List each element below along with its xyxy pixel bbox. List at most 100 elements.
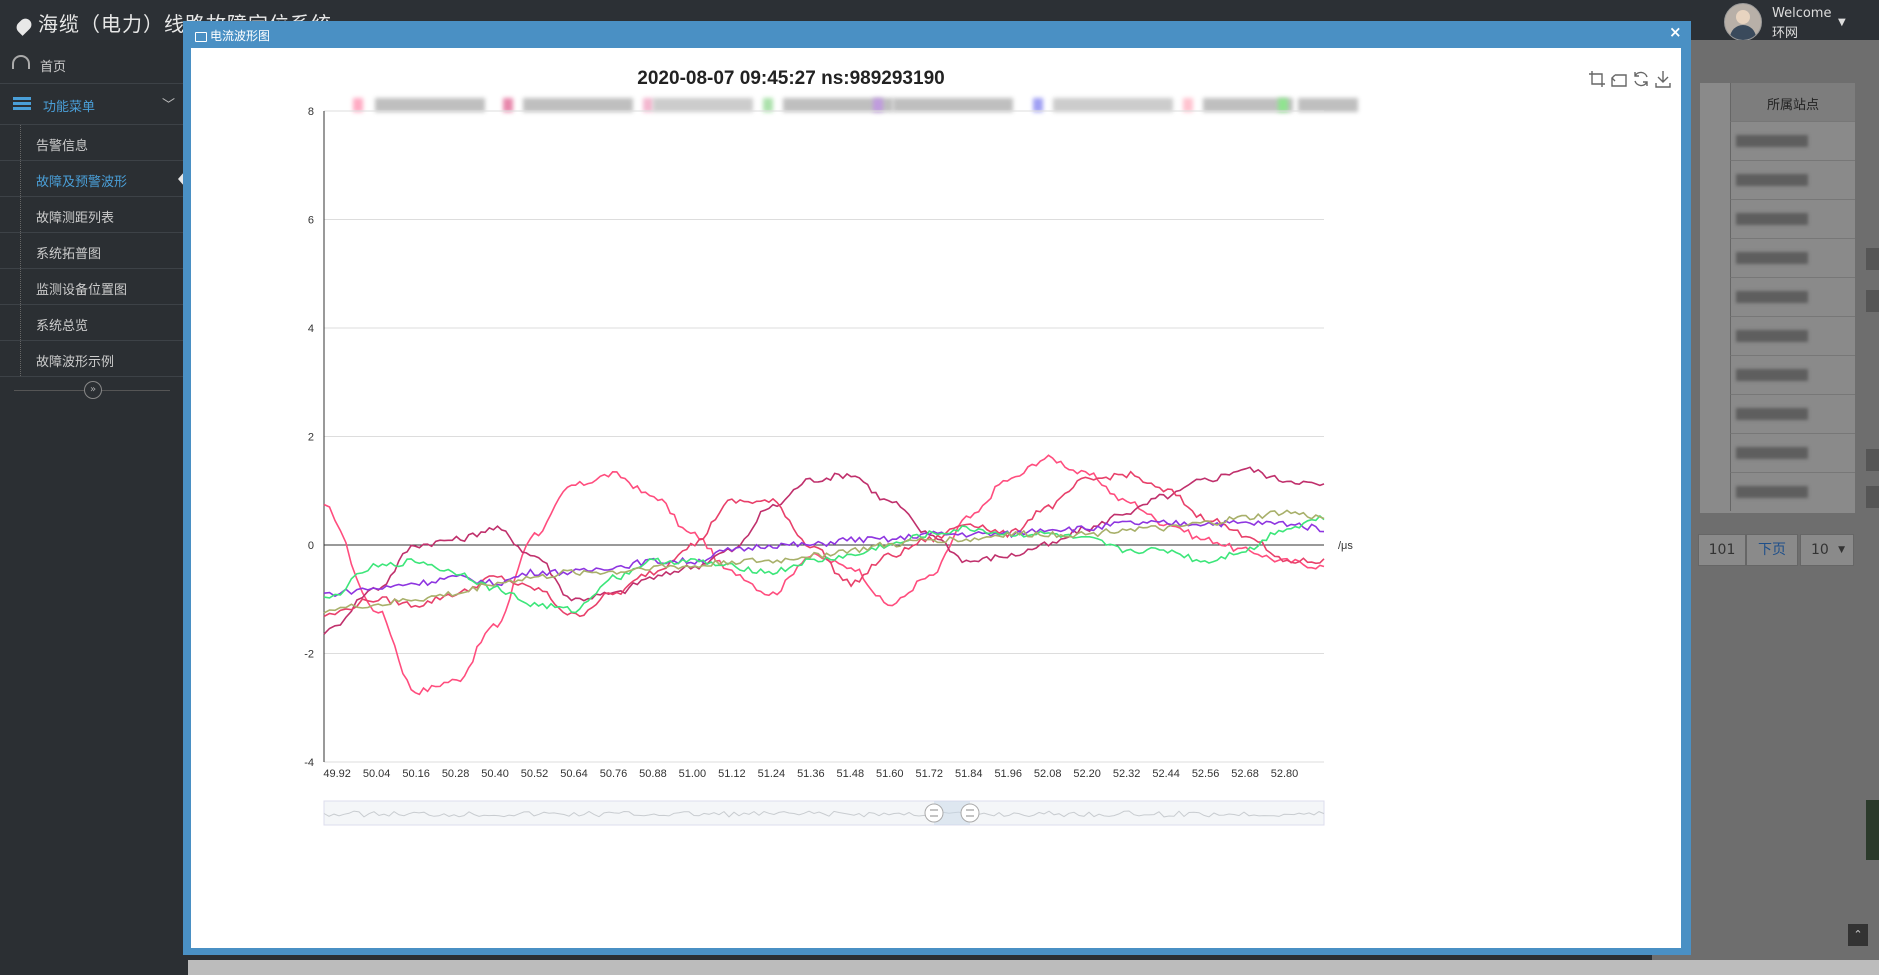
sidebar-item-label: 系统拓普图: [36, 247, 102, 262]
sidebar: 首页 功能菜单 ﹀ 告警信息 故障及预警波形 故障测距列表 系统拓普图 监测设备…: [0, 45, 185, 975]
waveform-chart[interactable]: -4 -2 0 2 4 6 8 49.92 50.04 50.16 50.28 50.40 50.52…: [191, 48, 1681, 948]
waveform-modal: 电流波形图 × 2020-08-07 09:45:27 ns:989293190…: [183, 21, 1691, 955]
pager-page[interactable]: 101: [1698, 534, 1746, 566]
data-zoom-handles[interactable]: [323, 801, 1325, 825]
sidebar-item-label: 故障及预警波形: [36, 175, 128, 190]
chart-legend[interactable]: [353, 94, 1533, 116]
x-tick-label: 52.20: [1073, 768, 1101, 780]
sidebar-item-fault-ranging[interactable]: 故障测距列表: [0, 197, 184, 233]
dashboard-icon: [12, 55, 30, 69]
x-tick-label: 50.52: [521, 768, 549, 780]
x-tick-label: 51.00: [679, 768, 707, 780]
y-tick-label: 8: [308, 106, 314, 118]
side-tab[interactable]: [1866, 290, 1879, 312]
x-tick-label: 50.16: [402, 768, 430, 780]
table-row: [1730, 199, 1855, 238]
sidebar-collapse: »: [14, 381, 170, 399]
sidebar-item-label: 系统总览: [36, 319, 89, 334]
table-row: [1730, 238, 1855, 277]
x-tick-label: 50.40: [481, 768, 509, 780]
side-tab[interactable]: [1866, 248, 1879, 270]
sidebar-item-topology[interactable]: 系统拓普图: [0, 233, 184, 269]
sidebar-item-label: 监测设备位置图: [36, 283, 128, 298]
data-zoom-slider[interactable]: [323, 800, 1325, 826]
x-tick-label: 51.96: [994, 768, 1022, 780]
y-tick-label: -2: [304, 649, 314, 661]
window-icon: [195, 31, 207, 42]
sidebar-item-label: 故障测距列表: [36, 211, 115, 226]
series-line[interactable]: [323, 470, 1325, 618]
series-line[interactable]: [323, 519, 1325, 598]
active-indicator-icon: [178, 171, 185, 187]
zoom-handle[interactable]: [924, 803, 944, 823]
x-tick-label: 50.76: [600, 768, 628, 780]
y-tick-label: -4: [304, 757, 314, 769]
refresh-icon[interactable]: [1632, 70, 1650, 88]
sidebar-item-label: 告警信息: [36, 139, 89, 154]
table-row: [1730, 160, 1855, 199]
download-icon[interactable]: [1654, 70, 1672, 88]
sidebar-item-device-map[interactable]: 监测设备位置图: [0, 269, 184, 305]
zoom-reset-icon[interactable]: [1610, 70, 1628, 88]
pager-next[interactable]: 下页: [1746, 534, 1798, 566]
x-tick-label: 52.08: [1034, 768, 1062, 780]
list-icon: [13, 97, 31, 111]
close-button[interactable]: ×: [1669, 23, 1682, 41]
scroll-top-button[interactable]: ⌃: [1848, 924, 1868, 946]
table-row: [1730, 355, 1855, 394]
table-row: [1730, 121, 1855, 160]
series-line[interactable]: [323, 466, 1325, 635]
table-row: [1730, 277, 1855, 316]
zoom-icon[interactable]: [1588, 70, 1606, 88]
x-tick-label: 52.32: [1113, 768, 1141, 780]
sidebar-item-overview[interactable]: 系统总览: [0, 305, 184, 341]
sidebar-item-label: 首页: [40, 60, 67, 75]
y-tick-label: 6: [308, 215, 314, 227]
sidebar-item-fault-waveform[interactable]: 故障及预警波形: [0, 161, 185, 197]
x-axis-label: /μs: [1338, 540, 1353, 552]
sidebar-menu-header[interactable]: 功能菜单 ﹀: [0, 84, 184, 125]
modal-body: 2020-08-07 09:45:27 ns:989293190 -4 -2 0 2 4…: [191, 48, 1681, 948]
x-tick-label: 51.72: [915, 768, 943, 780]
caret-down-icon[interactable]: ▼: [1838, 17, 1846, 28]
page-size-select[interactable]: 10 ▼: [1800, 534, 1854, 566]
y-tick-label: 0: [308, 540, 314, 552]
table-row: [1730, 316, 1855, 355]
welcome-text: Welcome: [1772, 6, 1832, 21]
x-tick-label: 51.24: [758, 768, 786, 780]
x-tick-label: 51.48: [837, 768, 865, 780]
chart-title: 2020-08-07 09:45:27 ns:989293190: [637, 68, 945, 89]
x-tick-label: 50.88: [639, 768, 667, 780]
sidebar-menu-label: 功能菜单: [43, 100, 96, 115]
y-tick-label: 2: [308, 432, 314, 444]
table-row: [1730, 394, 1855, 433]
x-tick-label: 50.64: [560, 768, 588, 780]
side-tab[interactable]: [1866, 800, 1879, 860]
side-tab[interactable]: [1866, 449, 1879, 471]
side-tab[interactable]: [1866, 486, 1879, 508]
collapse-toggle-icon[interactable]: »: [84, 381, 102, 399]
x-tick-label: 49.92: [323, 768, 351, 780]
chevron-down-icon: ﹀: [162, 98, 176, 113]
zoom-preview-line: [323, 810, 1325, 818]
x-tick-label: 50.04: [363, 768, 391, 780]
horizontal-scrollbar[interactable]: [188, 960, 1879, 975]
avatar[interactable]: [1724, 3, 1762, 41]
table-row: [1730, 433, 1855, 472]
y-tick-label: 4: [308, 323, 314, 335]
x-tick-label: 51.60: [876, 768, 904, 780]
x-tick-label: 51.12: [718, 768, 746, 780]
caret-down-icon: ▼: [1838, 545, 1845, 555]
sidebar-item-alarm[interactable]: 告警信息: [0, 125, 184, 161]
sidebar-item-waveform-example[interactable]: 故障波形示例: [0, 341, 184, 377]
x-tick-label: 52.80: [1271, 768, 1299, 780]
user-name: 环网: [1772, 26, 1799, 41]
logo-icon: [14, 15, 34, 36]
user-menu[interactable]: Welcome 环网 ▼: [1724, 3, 1874, 43]
zoom-handle[interactable]: [960, 803, 980, 823]
sidebar-item-home[interactable]: 首页: [0, 45, 184, 84]
sidebar-item-label: 故障波形示例: [36, 355, 115, 370]
series-line[interactable]: [323, 514, 1325, 614]
series-line[interactable]: [323, 509, 1325, 614]
table-row: [1730, 472, 1855, 511]
